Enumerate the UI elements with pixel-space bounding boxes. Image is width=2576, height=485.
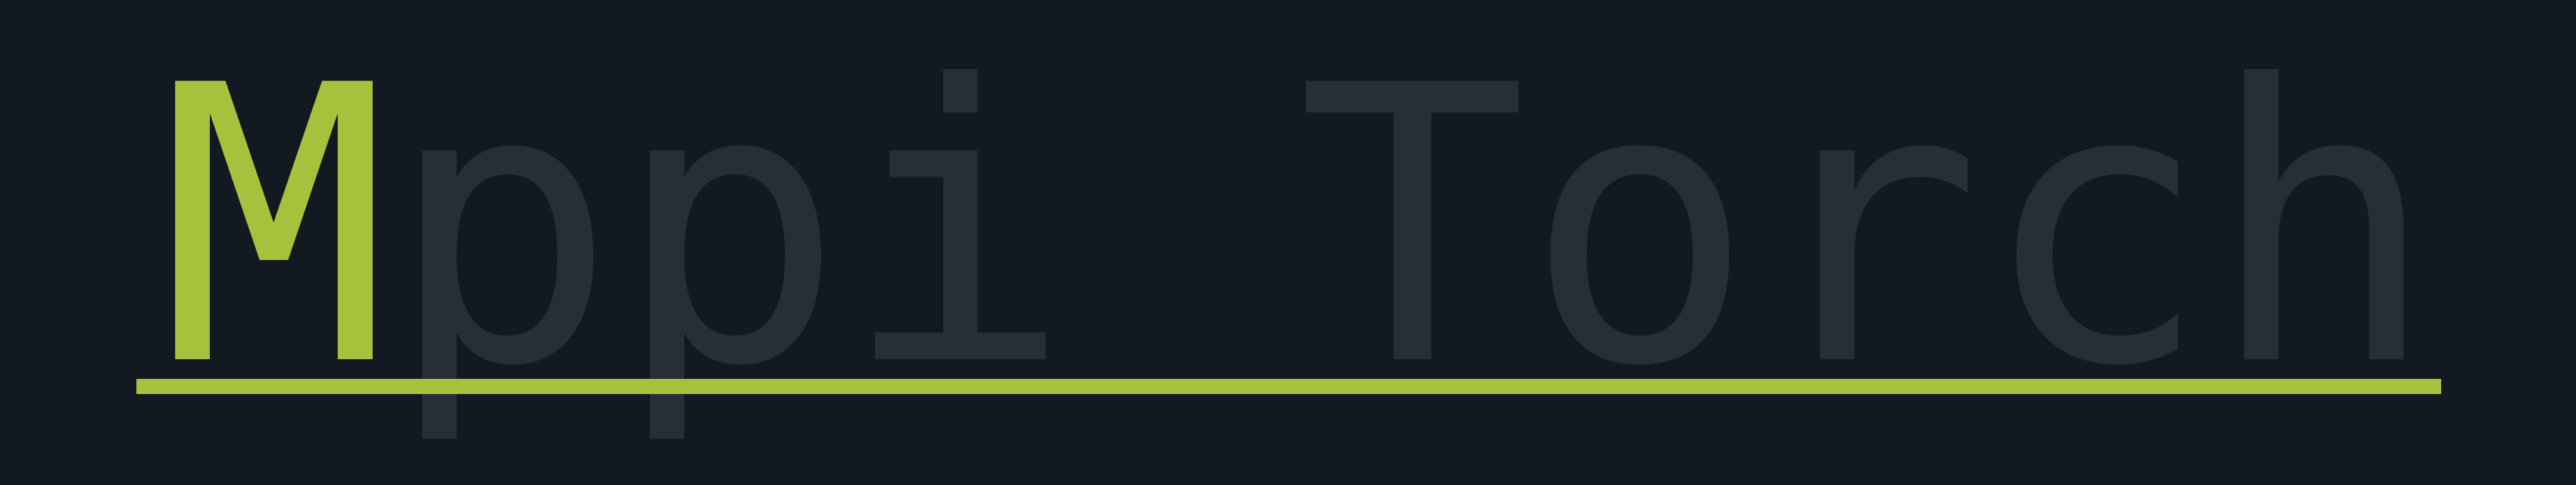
accent-underline — [136, 379, 2441, 394]
banner-title-rest: ppi Torch — [386, 5, 2437, 449]
banner-title-initial: M — [159, 5, 389, 449]
banner-title: Mppi Torch — [159, 30, 2437, 424]
